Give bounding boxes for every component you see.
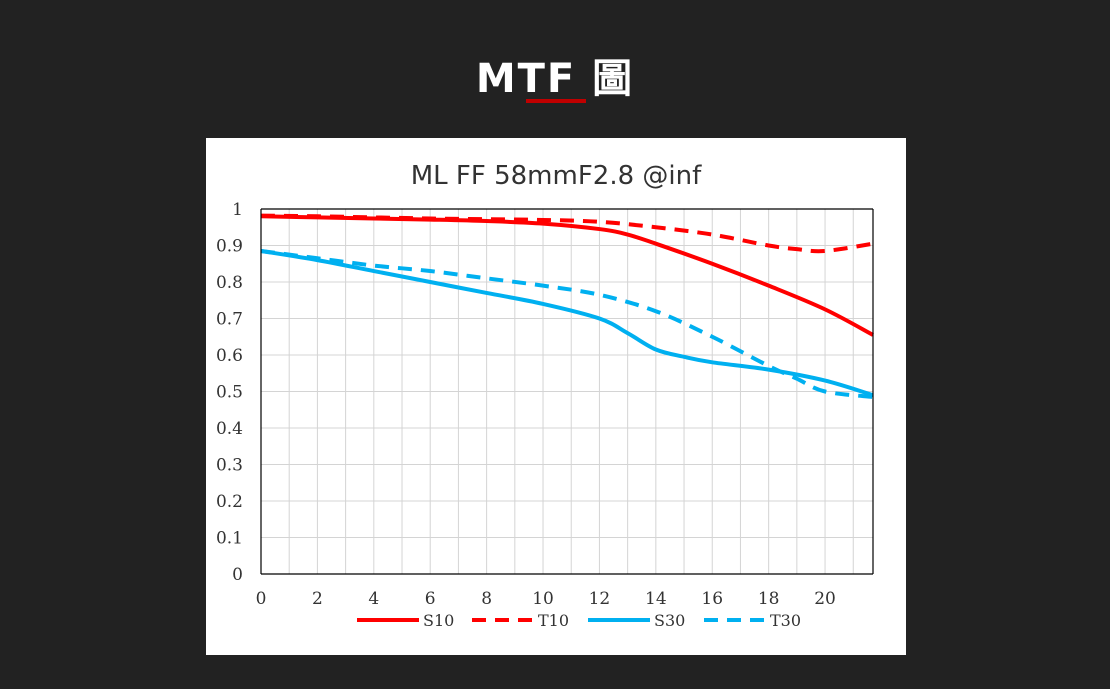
x-tick-label: 0 xyxy=(256,589,267,609)
legend-label: T10 xyxy=(538,611,569,630)
x-tick-label: 12 xyxy=(589,589,611,609)
x-tick-label: 16 xyxy=(701,589,723,609)
legend-item-t30: T30 xyxy=(704,611,801,630)
page-header: MTF 圖 xyxy=(0,46,1110,104)
title-underline xyxy=(526,99,586,103)
series-line-t10 xyxy=(260,213,874,254)
x-tick-label: 10 xyxy=(532,589,554,609)
x-tick-label: 14 xyxy=(645,589,667,609)
x-tick-label: 6 xyxy=(425,589,436,609)
series-line-s30 xyxy=(260,249,874,398)
y-tick-label: 0.7 xyxy=(216,310,243,330)
y-tick-label: 1 xyxy=(232,200,243,220)
legend-label: T30 xyxy=(770,611,801,630)
legend-label: S10 xyxy=(423,611,454,630)
legend-label: S30 xyxy=(654,611,685,630)
y-tick-label: 0.2 xyxy=(216,492,243,512)
x-tick-label: 8 xyxy=(481,589,492,609)
series-line-s10 xyxy=(260,214,874,337)
mtf-chart: ML FF 58mmF2.8 @inf 0 2 4 6 8 10 12 14 16 18 20 0 0.… xyxy=(216,161,874,630)
y-tick-label: 0 xyxy=(232,565,243,585)
x-tick-label: 20 xyxy=(814,589,836,609)
y-tick-label: 0.4 xyxy=(216,419,243,439)
x-tick-label: 4 xyxy=(368,589,379,609)
y-tick-label: 0.1 xyxy=(216,529,243,549)
y-tick-label: 0.6 xyxy=(216,346,243,366)
x-tick-label: 2 xyxy=(312,589,323,609)
legend-item-s10: S10 xyxy=(357,611,454,630)
y-tick-label: 0.9 xyxy=(216,237,243,257)
legend-item-t10: T10 xyxy=(472,611,569,630)
x-tick-label: 18 xyxy=(758,589,780,609)
y-tick-label: 0.5 xyxy=(216,383,243,403)
chart-panel: ML FF 58mmF2.8 @inf 0 2 4 6 8 10 12 14 16 18 20 0 0.… xyxy=(206,138,906,655)
legend-item-s30: S30 xyxy=(588,611,685,630)
y-tick-label: 0.8 xyxy=(216,273,243,293)
series-line-t30 xyxy=(260,248,874,399)
chart-title: ML FF 58mmF2.8 @inf xyxy=(411,161,702,191)
y-tick-label: 0.3 xyxy=(216,456,243,476)
page-title: MTF 圖 xyxy=(475,56,635,102)
